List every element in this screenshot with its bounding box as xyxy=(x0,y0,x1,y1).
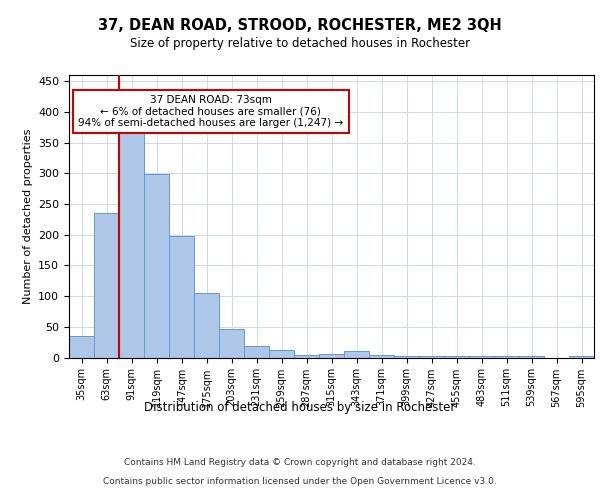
Bar xyxy=(69,336,94,357)
Bar xyxy=(244,346,269,358)
Bar xyxy=(419,356,444,358)
Bar xyxy=(144,174,169,358)
Text: Contains public sector information licensed under the Open Government Licence v3: Contains public sector information licen… xyxy=(103,476,497,486)
Bar xyxy=(119,130,144,358)
Bar xyxy=(94,213,119,358)
Bar xyxy=(469,356,494,358)
Bar xyxy=(169,236,194,358)
Bar xyxy=(394,356,419,358)
Bar xyxy=(269,350,294,358)
Text: Distribution of detached houses by size in Rochester: Distribution of detached houses by size … xyxy=(145,401,455,414)
Bar xyxy=(219,329,244,358)
Bar xyxy=(369,355,394,358)
Bar xyxy=(319,354,344,358)
Text: 37 DEAN ROAD: 73sqm
← 6% of detached houses are smaller (76)
94% of semi-detache: 37 DEAN ROAD: 73sqm ← 6% of detached hou… xyxy=(78,95,343,128)
Text: Contains HM Land Registry data © Crown copyright and database right 2024.: Contains HM Land Registry data © Crown c… xyxy=(124,458,476,467)
Bar xyxy=(519,356,544,358)
Y-axis label: Number of detached properties: Number of detached properties xyxy=(23,128,32,304)
Bar xyxy=(294,355,319,358)
Bar xyxy=(494,356,519,358)
Text: Size of property relative to detached houses in Rochester: Size of property relative to detached ho… xyxy=(130,38,470,51)
Bar xyxy=(444,356,469,358)
Text: 37, DEAN ROAD, STROOD, ROCHESTER, ME2 3QH: 37, DEAN ROAD, STROOD, ROCHESTER, ME2 3Q… xyxy=(98,18,502,32)
Bar xyxy=(194,293,219,358)
Bar xyxy=(569,356,594,358)
Bar xyxy=(344,352,369,358)
